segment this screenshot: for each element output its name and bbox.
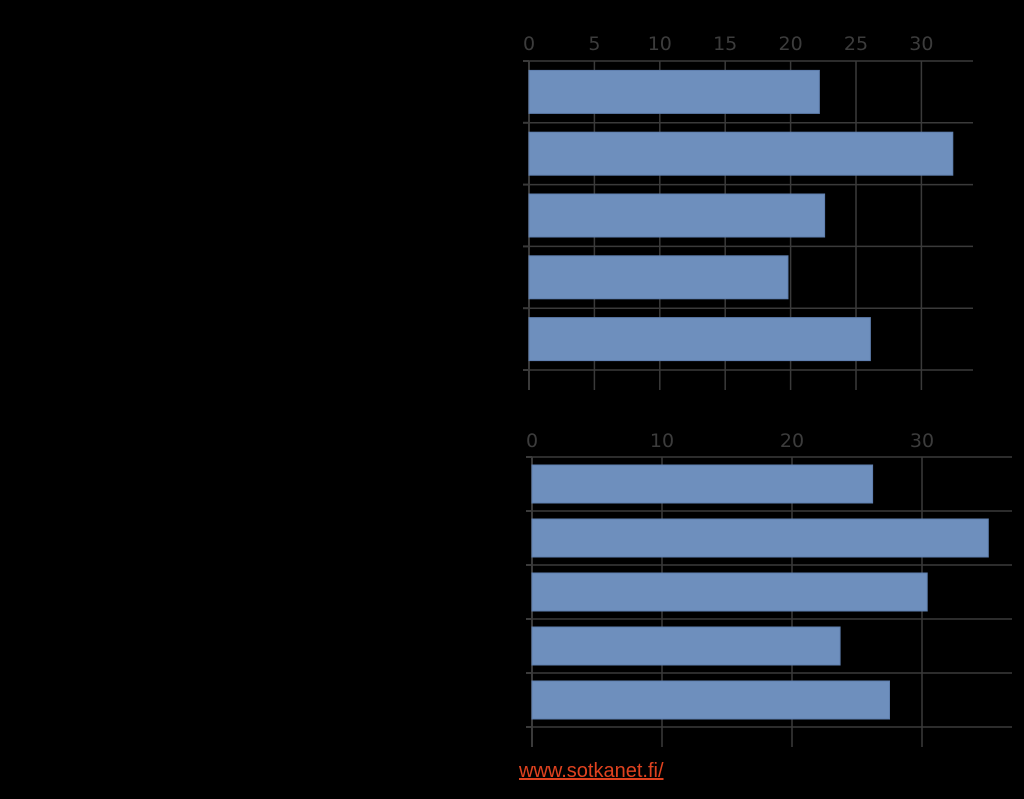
chart2-tick-label: 10	[650, 430, 674, 452]
chart1-tick-label: 15	[713, 33, 737, 55]
chart1-bar-2	[528, 131, 954, 176]
chart2-tick-label: 0	[526, 430, 538, 452]
source-link[interactable]: www.sotkanet.fi/	[519, 760, 664, 782]
chart2-tick-label: 20	[780, 430, 804, 452]
chart1-bar-1	[528, 69, 820, 114]
chart1-tick-label: 20	[779, 33, 803, 55]
chart2-bar-2	[531, 518, 989, 558]
chart2-tick-label: 30	[910, 430, 934, 452]
chart1-bar-5	[528, 317, 871, 362]
chart1-bar-4	[528, 255, 789, 300]
chart1-tick-label: 10	[648, 33, 672, 55]
chart2-bar-5	[531, 680, 890, 720]
chart1-bar-3	[528, 193, 826, 238]
chart1-tick-label: 5	[588, 33, 600, 55]
chart1-tick-label: 25	[844, 33, 868, 55]
chart1-tick-label: 0	[523, 33, 535, 55]
chart2-bar-4	[531, 626, 841, 666]
chart2-bar-3	[531, 572, 928, 612]
chart1-tick-label: 30	[909, 33, 933, 55]
chart2-bar-1	[531, 464, 874, 504]
